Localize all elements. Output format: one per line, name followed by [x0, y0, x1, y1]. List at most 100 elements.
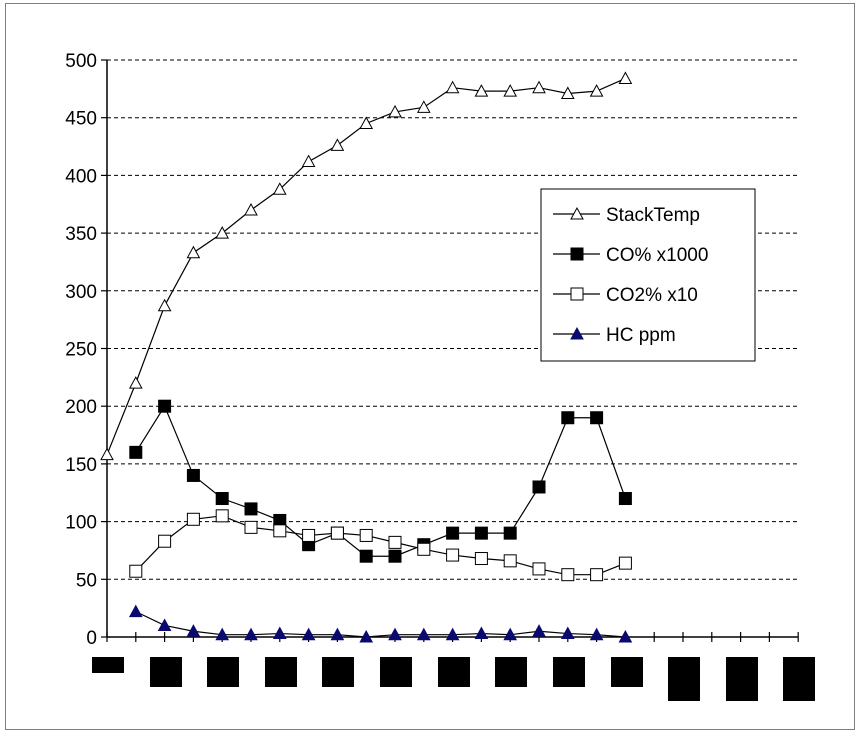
- data-point: [215, 492, 229, 506]
- data-point: [532, 480, 546, 494]
- data-point: [186, 468, 200, 482]
- redacted-x-tick-label: [553, 657, 585, 687]
- data-point: [100, 447, 114, 461]
- data-point: [359, 549, 373, 563]
- data-point: [158, 399, 172, 413]
- y-tick-label: 350: [65, 224, 97, 245]
- y-tick-label: 500: [65, 51, 97, 72]
- x-tick-labels-redacted: [92, 657, 815, 701]
- redacted-x-tick-label: [207, 657, 239, 687]
- y-tick-label: 100: [65, 513, 97, 534]
- data-point: [560, 626, 575, 640]
- data-point: [158, 534, 172, 548]
- data-point: [416, 627, 431, 641]
- redacted-x-tick-label: [783, 657, 815, 701]
- data-point: [186, 624, 201, 637]
- data-point: [560, 86, 575, 99]
- y-tick-label: 450: [65, 109, 97, 130]
- data-point: [272, 626, 287, 640]
- data-point: [301, 627, 316, 641]
- data-point: [590, 411, 604, 425]
- data-point: [215, 509, 229, 523]
- data-point: [446, 526, 460, 540]
- legend-label: StackTemp: [606, 205, 700, 226]
- data-point: [244, 627, 258, 641]
- y-tick-label: 50: [76, 570, 97, 591]
- chart-frame: [5, 3, 855, 730]
- redacted-x-tick-label: [438, 657, 470, 687]
- redacted-x-tick-label: [380, 657, 412, 687]
- redacted-x-tick-label: [150, 657, 182, 687]
- data-point: [474, 526, 488, 540]
- legend: StackTemp CO% x1000 CO2% x10 HC ppm: [540, 188, 756, 362]
- data-point: [244, 520, 258, 534]
- data-point: [532, 80, 546, 94]
- data-point: [446, 548, 460, 562]
- data-point: [445, 627, 460, 641]
- data-point: [561, 568, 575, 582]
- redacted-x-tick-label: [611, 657, 643, 687]
- data-point: [618, 556, 632, 570]
- series-line: [135, 404, 626, 557]
- data-point: [561, 411, 575, 425]
- data-point: [186, 512, 200, 526]
- redacted-x-tick-label: [668, 657, 700, 701]
- data-point: [388, 549, 402, 563]
- data-point: [474, 84, 489, 97]
- data-point: [618, 71, 633, 84]
- redacted-x-tick-label: [495, 657, 527, 687]
- data-point: [570, 206, 584, 220]
- series-1: [129, 399, 632, 563]
- series-line: [135, 515, 626, 576]
- data-point: [388, 104, 402, 118]
- data-point: [359, 629, 374, 643]
- series-group: [100, 71, 633, 643]
- data-point: [157, 298, 172, 312]
- data-point: [215, 226, 230, 239]
- data-point: [503, 526, 517, 540]
- data-point: [359, 528, 373, 542]
- data-point: [589, 627, 604, 641]
- data-point: [272, 182, 287, 195]
- data-point: [589, 84, 604, 97]
- legend-label: CO2% x10: [606, 285, 698, 306]
- series-2: [129, 509, 632, 582]
- redacted-x-tick-label: [265, 657, 297, 687]
- y-tick-label: 0: [86, 628, 97, 649]
- data-point: [244, 502, 258, 516]
- data-point: [128, 604, 143, 618]
- data-point: [129, 564, 143, 578]
- data-point: [532, 562, 546, 576]
- data-point: [618, 492, 632, 506]
- y-tick-label: 250: [65, 340, 97, 361]
- data-point: [570, 247, 584, 261]
- series-0: [100, 71, 633, 461]
- data-point: [570, 326, 584, 340]
- data-point: [474, 626, 489, 640]
- data-point: [128, 376, 143, 389]
- y-tick-label: 150: [65, 455, 97, 476]
- data-point: [301, 154, 316, 168]
- data-point: [445, 80, 460, 94]
- y-tick-label: 400: [65, 166, 97, 187]
- data-point: [503, 554, 517, 568]
- data-point: [186, 245, 201, 259]
- data-point: [618, 629, 633, 643]
- data-point: [215, 627, 230, 641]
- data-point: [330, 138, 345, 151]
- data-point: [388, 627, 402, 641]
- data-point: [302, 528, 316, 542]
- data-point: [388, 535, 402, 549]
- data-point: [503, 627, 518, 641]
- data-point: [330, 627, 345, 641]
- data-point: [359, 116, 374, 129]
- legend-label: CO% x1000: [606, 245, 708, 266]
- data-point: [416, 100, 431, 113]
- redacted-x-tick-label: [322, 657, 354, 687]
- data-point: [474, 552, 488, 566]
- data-point: [570, 287, 584, 301]
- data-point: [330, 526, 344, 540]
- data-point: [273, 524, 287, 538]
- data-point: [532, 624, 546, 637]
